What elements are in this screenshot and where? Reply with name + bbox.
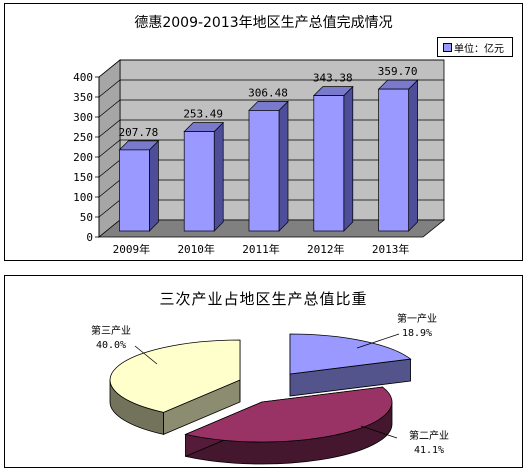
bar-front [119, 149, 150, 232]
bar [118, 140, 160, 232]
bar-front [248, 110, 280, 232]
x-tick-label: 2011年 [242, 242, 280, 256]
bar-value-label: 207.78 [119, 126, 159, 139]
pie-slice-label: 第二产业 [409, 429, 449, 442]
x-tick-label: 2009年 [113, 242, 151, 256]
bar-chart-title: 德惠2009-2013年地区生产总值完成情况 [134, 15, 393, 31]
pie-slice-percent: 18.9% [402, 328, 432, 339]
pie-leader-line [360, 425, 398, 439]
pie-slice-percent: 40.0% [96, 340, 126, 351]
pie-slice [184, 386, 393, 443]
y-tick-label: 200 [73, 151, 93, 164]
bar-side [213, 121, 224, 232]
y-tick-label: 350 [73, 91, 93, 104]
bar-side [278, 100, 289, 232]
bar-value-label: 359.70 [378, 65, 418, 78]
bar-value-label: 306.48 [248, 86, 288, 99]
pie-chart-title: 三次产业占地区生产总值比重 [159, 290, 368, 308]
bar [377, 79, 419, 232]
y-tick-label: 250 [73, 131, 93, 144]
pie-chart-panel: 三次产业占地区生产总值比重 第一产业 18.9% 第二产业 41.1% 第三产业 40.0… [4, 275, 523, 468]
bar-side [149, 140, 159, 232]
y-tick-label: 300 [73, 111, 93, 124]
bar-chart-legend: 单位：亿元 [437, 37, 513, 57]
bar-side [343, 85, 354, 232]
bar-side [408, 79, 418, 232]
gridline [98, 79, 444, 98]
pie-leader-line [356, 333, 400, 349]
pie-slice-label: 第一产业 [397, 312, 437, 325]
pie-slice [109, 339, 241, 413]
bar-chart-panel: 德惠2009-2013年地区生产总值完成情况 0 50 100 150 200 250 30… [4, 3, 523, 261]
pie-leader-line [134, 345, 158, 365]
y-tick-label: 400 [73, 71, 93, 84]
bar-front [313, 95, 345, 232]
pie-slice [289, 333, 412, 375]
bar [183, 121, 225, 232]
y-tick-label: 100 [73, 191, 93, 204]
x-tick-label: 2012年 [307, 242, 345, 256]
bar [248, 100, 289, 232]
y-tick-label: 0 [86, 231, 93, 244]
bar-value-label: 343.38 [313, 72, 353, 85]
x-tick-label: 2013年 [372, 242, 410, 256]
bar-chart: 0 50 100 150 200 250 300 350 400 207.78 2009年 253.4… [73, 59, 446, 256]
legend-label: 单位：亿元 [454, 44, 504, 55]
pie-slice-label: 第三产业 [91, 324, 131, 337]
legend-swatch [443, 43, 452, 52]
y-tick-label: 50 [80, 211, 93, 224]
bar-value-label: 253.49 [183, 108, 223, 121]
bar [312, 85, 354, 232]
gridline [98, 59, 444, 78]
pie-chart: 第一产业 18.9% 第二产业 41.1% 第三产业 40.0% [91, 312, 449, 465]
pie-slice-percent: 41.1% [414, 445, 444, 456]
y-tick-label: 150 [73, 171, 93, 184]
bar-front [183, 131, 215, 232]
x-tick-label: 2010年 [177, 242, 215, 256]
bar-front [378, 88, 409, 232]
